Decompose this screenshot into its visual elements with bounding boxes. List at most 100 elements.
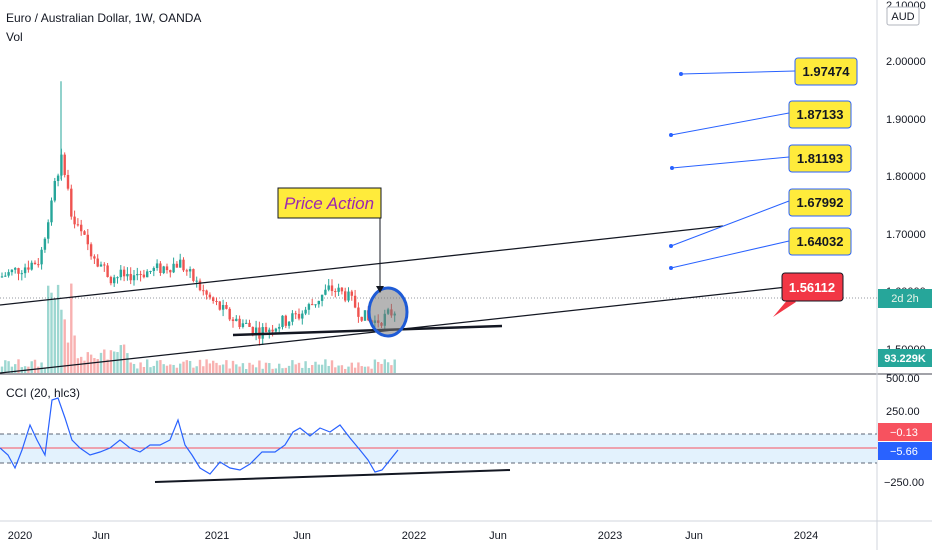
symbol-title[interactable]: Euro / Australian Dollar, 1W, OANDA (6, 11, 201, 25)
target-box-1[interactable] (794, 57, 858, 86)
target-1812-line[interactable] (670, 156, 790, 170)
volume-bar (380, 363, 383, 373)
candle-body (165, 266, 169, 271)
candle-body (142, 274, 146, 278)
cci-support-line[interactable] (154, 469, 511, 483)
candle-body (324, 289, 327, 295)
candle-body (50, 200, 53, 223)
candle-body (192, 269, 195, 281)
target-box-5[interactable] (788, 227, 852, 256)
volume-bar (37, 366, 40, 373)
candle-body (215, 300, 218, 302)
candle-body (83, 231, 86, 235)
current-price-label: 1.56112 (789, 280, 835, 295)
volume-bar (225, 360, 228, 373)
target-1680-line[interactable] (669, 200, 790, 248)
volume-bar (175, 367, 179, 373)
candle-body (182, 259, 185, 271)
time-tick: Jun (92, 530, 110, 542)
volume-bar (17, 359, 20, 373)
time-tick: 2020 (8, 530, 32, 542)
volume-bar (258, 360, 261, 373)
candle-body (320, 294, 324, 301)
candle-body (198, 280, 202, 291)
volume-bar (377, 361, 380, 373)
volume-bar (149, 367, 152, 373)
volume-bar (261, 368, 264, 373)
volume-bar (370, 368, 373, 373)
target-1640-line[interactable] (669, 240, 790, 270)
candle-body (23, 267, 27, 274)
target-box-4[interactable] (788, 188, 852, 217)
candle-body (337, 287, 340, 292)
volume-bar (33, 359, 37, 373)
candle-body (301, 313, 304, 319)
upper-trendline[interactable] (0, 225, 724, 306)
candle-body (251, 326, 254, 335)
volume-bar (363, 366, 367, 373)
candle-body (195, 280, 198, 282)
price-action-box[interactable] (277, 187, 382, 219)
candle-body (146, 271, 149, 278)
volume-bar (241, 363, 245, 373)
cci-line[interactable] (0, 397, 399, 475)
candle-body (10, 269, 14, 273)
candle-body (248, 322, 251, 327)
target-1871-line[interactable] (669, 112, 790, 137)
candle-body (185, 270, 188, 272)
target-1975-line[interactable] (679, 70, 796, 76)
candle-body (228, 308, 231, 320)
candle-body (264, 327, 268, 332)
volume-bar (353, 367, 357, 373)
cci-value-blue-badge (878, 442, 932, 460)
candle-body (297, 313, 301, 319)
candle-body (139, 273, 142, 275)
cci-label[interactable]: CCI (20, hlc3) (6, 386, 80, 400)
price-action-arrow-head (376, 286, 384, 293)
volume-bar (172, 364, 175, 373)
support-line[interactable] (232, 324, 503, 337)
volume-bar (264, 362, 268, 373)
target-box-2[interactable] (788, 100, 852, 129)
volume-bar (344, 368, 347, 373)
highlight-circle[interactable] (367, 286, 409, 338)
candle-body (330, 285, 334, 292)
candle-body (317, 300, 320, 305)
price-action-label: Price Action (284, 194, 374, 213)
volume-bar (56, 284, 60, 373)
volume-bar (53, 298, 56, 373)
target-box-3[interactable] (788, 144, 852, 173)
candle-body (353, 295, 357, 308)
time-tick: 2024 (794, 530, 818, 542)
volume-bar (393, 359, 396, 373)
volume-bar (63, 319, 66, 373)
candle-body (271, 329, 274, 332)
volume-label[interactable]: Vol (6, 30, 23, 44)
candle-body (360, 316, 363, 321)
volume-bar (274, 368, 278, 373)
current-price-box[interactable] (781, 272, 844, 302)
volume-bar (136, 368, 139, 373)
candle-body (314, 304, 317, 306)
volume-bar (169, 364, 172, 373)
candle-body (274, 328, 278, 332)
candle-body (43, 238, 47, 250)
candle-body (149, 271, 152, 273)
candle-body (106, 265, 109, 278)
countdown-label: 2d 2h (891, 293, 919, 305)
volume-badge-label: 93.229K (884, 353, 926, 365)
volume-bar (0, 366, 4, 373)
candle-body (80, 224, 83, 232)
volume-bar (307, 367, 311, 373)
volume-bar (238, 366, 241, 373)
currency-unit-box[interactable] (886, 6, 920, 26)
volume-bar (390, 365, 393, 373)
candle-body (14, 268, 17, 270)
time-tick: Jun (489, 530, 507, 542)
volume-bar (317, 364, 320, 373)
volume-bar (139, 362, 142, 373)
candle-body (212, 297, 215, 301)
candle-body (278, 327, 281, 329)
cci-value-red-badge (878, 423, 932, 441)
